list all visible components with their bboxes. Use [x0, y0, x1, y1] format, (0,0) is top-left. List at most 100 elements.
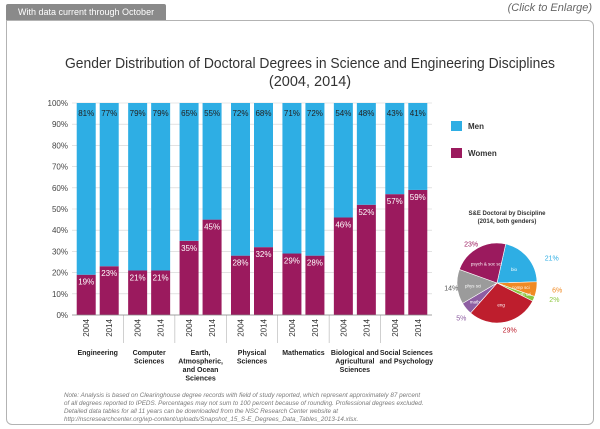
bar-men	[385, 103, 405, 195]
men-value-label: 41%	[410, 109, 426, 118]
bar-men	[231, 103, 250, 256]
women-value-label: 59%	[410, 193, 426, 202]
men-value-label: 65%	[181, 109, 197, 118]
women-value-label: 57%	[387, 197, 403, 206]
pie-pct-label: 2%	[549, 297, 559, 304]
bar-men	[282, 103, 302, 254]
y-tick-label: 40%	[52, 226, 68, 235]
y-tick-label: 20%	[52, 269, 68, 278]
bar-men	[179, 103, 199, 241]
pie-pct-label: 14%	[444, 286, 458, 293]
bar-women	[408, 189, 428, 315]
men-value-label: 72%	[307, 109, 323, 118]
bar-women	[305, 255, 325, 315]
y-tick-label: 50%	[52, 205, 68, 214]
x-group-label: Engineering	[77, 350, 117, 357]
x-tick-year: 2014	[260, 318, 269, 336]
pie-slice	[496, 243, 538, 284]
legend-label: Men	[468, 122, 484, 131]
bar-men	[76, 103, 96, 275]
pie-pct-label: 21%	[545, 256, 559, 263]
women-value-label: 52%	[358, 208, 374, 217]
x-tick-year: 2004	[339, 318, 348, 336]
bar-women	[231, 255, 250, 315]
x-tick-year: 2004	[185, 318, 194, 336]
women-value-label: 21%	[130, 273, 146, 282]
bar-women	[202, 219, 222, 315]
pie-chart: bio 21% comp sci 6% earth sci 2% eng 29% math 5% p…	[444, 241, 562, 334]
women-value-label: 35%	[181, 244, 197, 253]
bar-women	[99, 266, 119, 315]
y-tick-label: 10%	[52, 290, 68, 299]
x-tick-year: 2014	[157, 318, 166, 336]
chart-title: Gender Distribution of Doctoral Degrees …	[65, 56, 555, 72]
y-tick-label: 80%	[52, 141, 68, 150]
bar-women	[282, 253, 302, 315]
women-value-label: 29%	[284, 257, 300, 266]
x-tick-year: 2004	[391, 318, 400, 336]
x-group-label: Computer Sciences	[133, 350, 166, 366]
pie-slice-label: psych & soc sci	[471, 262, 502, 267]
y-tick-label: 70%	[52, 163, 68, 172]
bar-women	[385, 194, 405, 315]
bars-group: 19% 81% 23% 77% 21% 79% 21% 79% 35% 65% 45% 55% 28% 7…	[76, 103, 428, 315]
pie-pct-label: 5%	[456, 315, 466, 322]
women-value-label: 28%	[232, 259, 248, 268]
x-tick-year: 2004	[237, 318, 246, 336]
chart-frame	[6, 20, 594, 425]
bar-women	[333, 217, 353, 315]
pie-slice-label: earth sci	[514, 292, 531, 297]
pie-slice-label: bio	[511, 267, 518, 272]
women-value-label: 21%	[153, 273, 169, 282]
men-value-label: 79%	[153, 109, 169, 118]
women-value-label: 46%	[335, 220, 351, 229]
legend-swatch	[451, 148, 462, 158]
pie-slice-label: comp sci	[512, 285, 530, 290]
legend-swatch	[451, 121, 462, 131]
bar-men	[151, 103, 171, 271]
pie-slice	[458, 242, 507, 284]
pie-pct-label: 29%	[503, 327, 517, 334]
bar-women	[76, 274, 96, 315]
men-value-label: 48%	[358, 109, 374, 118]
pie-slice-label: eng	[497, 303, 505, 308]
x-tick-year: 2014	[414, 318, 423, 336]
x-group-label: Mathematics	[282, 350, 325, 357]
men-value-label: 43%	[387, 109, 403, 118]
bar-women	[179, 240, 199, 315]
bar-women	[254, 247, 273, 315]
footnote-text: Note: Analysis is based on Clearinghouse…	[64, 392, 424, 423]
men-value-label: 54%	[335, 109, 351, 118]
bar-men	[99, 103, 119, 267]
click-to-enlarge-link[interactable]: (Click to Enlarge)	[507, 2, 592, 14]
men-value-label: 79%	[130, 109, 146, 118]
x-tick-year: 2004	[288, 318, 297, 336]
bar-women	[356, 204, 376, 315]
women-value-label: 19%	[78, 278, 94, 287]
women-value-label: 32%	[255, 250, 271, 259]
pie-title: S&E Doctoral by Discipline	[468, 211, 546, 217]
x-tick-year: 2004	[134, 318, 143, 336]
bar-men	[202, 103, 222, 220]
pie-pct-label: 23%	[464, 241, 478, 248]
pie-slice-label: phys sci	[465, 283, 481, 288]
x-tick-year: 2014	[105, 318, 114, 336]
pie-subtitle: (2014, both genders)	[478, 219, 537, 225]
y-tick-label: 100%	[48, 99, 68, 108]
bar-men	[356, 103, 376, 205]
bar-men	[333, 103, 353, 218]
men-value-label: 71%	[284, 109, 300, 118]
x-tick-year: 2014	[311, 318, 320, 336]
women-value-label: 28%	[307, 259, 323, 268]
y-tick-label: 90%	[52, 120, 68, 129]
y-tick-label: 30%	[52, 247, 68, 256]
x-tick-year: 2004	[82, 318, 91, 336]
men-value-label: 77%	[101, 109, 117, 118]
men-value-label: 81%	[78, 109, 94, 118]
bar-men	[254, 103, 273, 248]
pie-pct-label: 6%	[552, 287, 562, 294]
data-currency-tab: With data current through October 2014	[6, 4, 166, 33]
bar-men	[408, 103, 428, 190]
